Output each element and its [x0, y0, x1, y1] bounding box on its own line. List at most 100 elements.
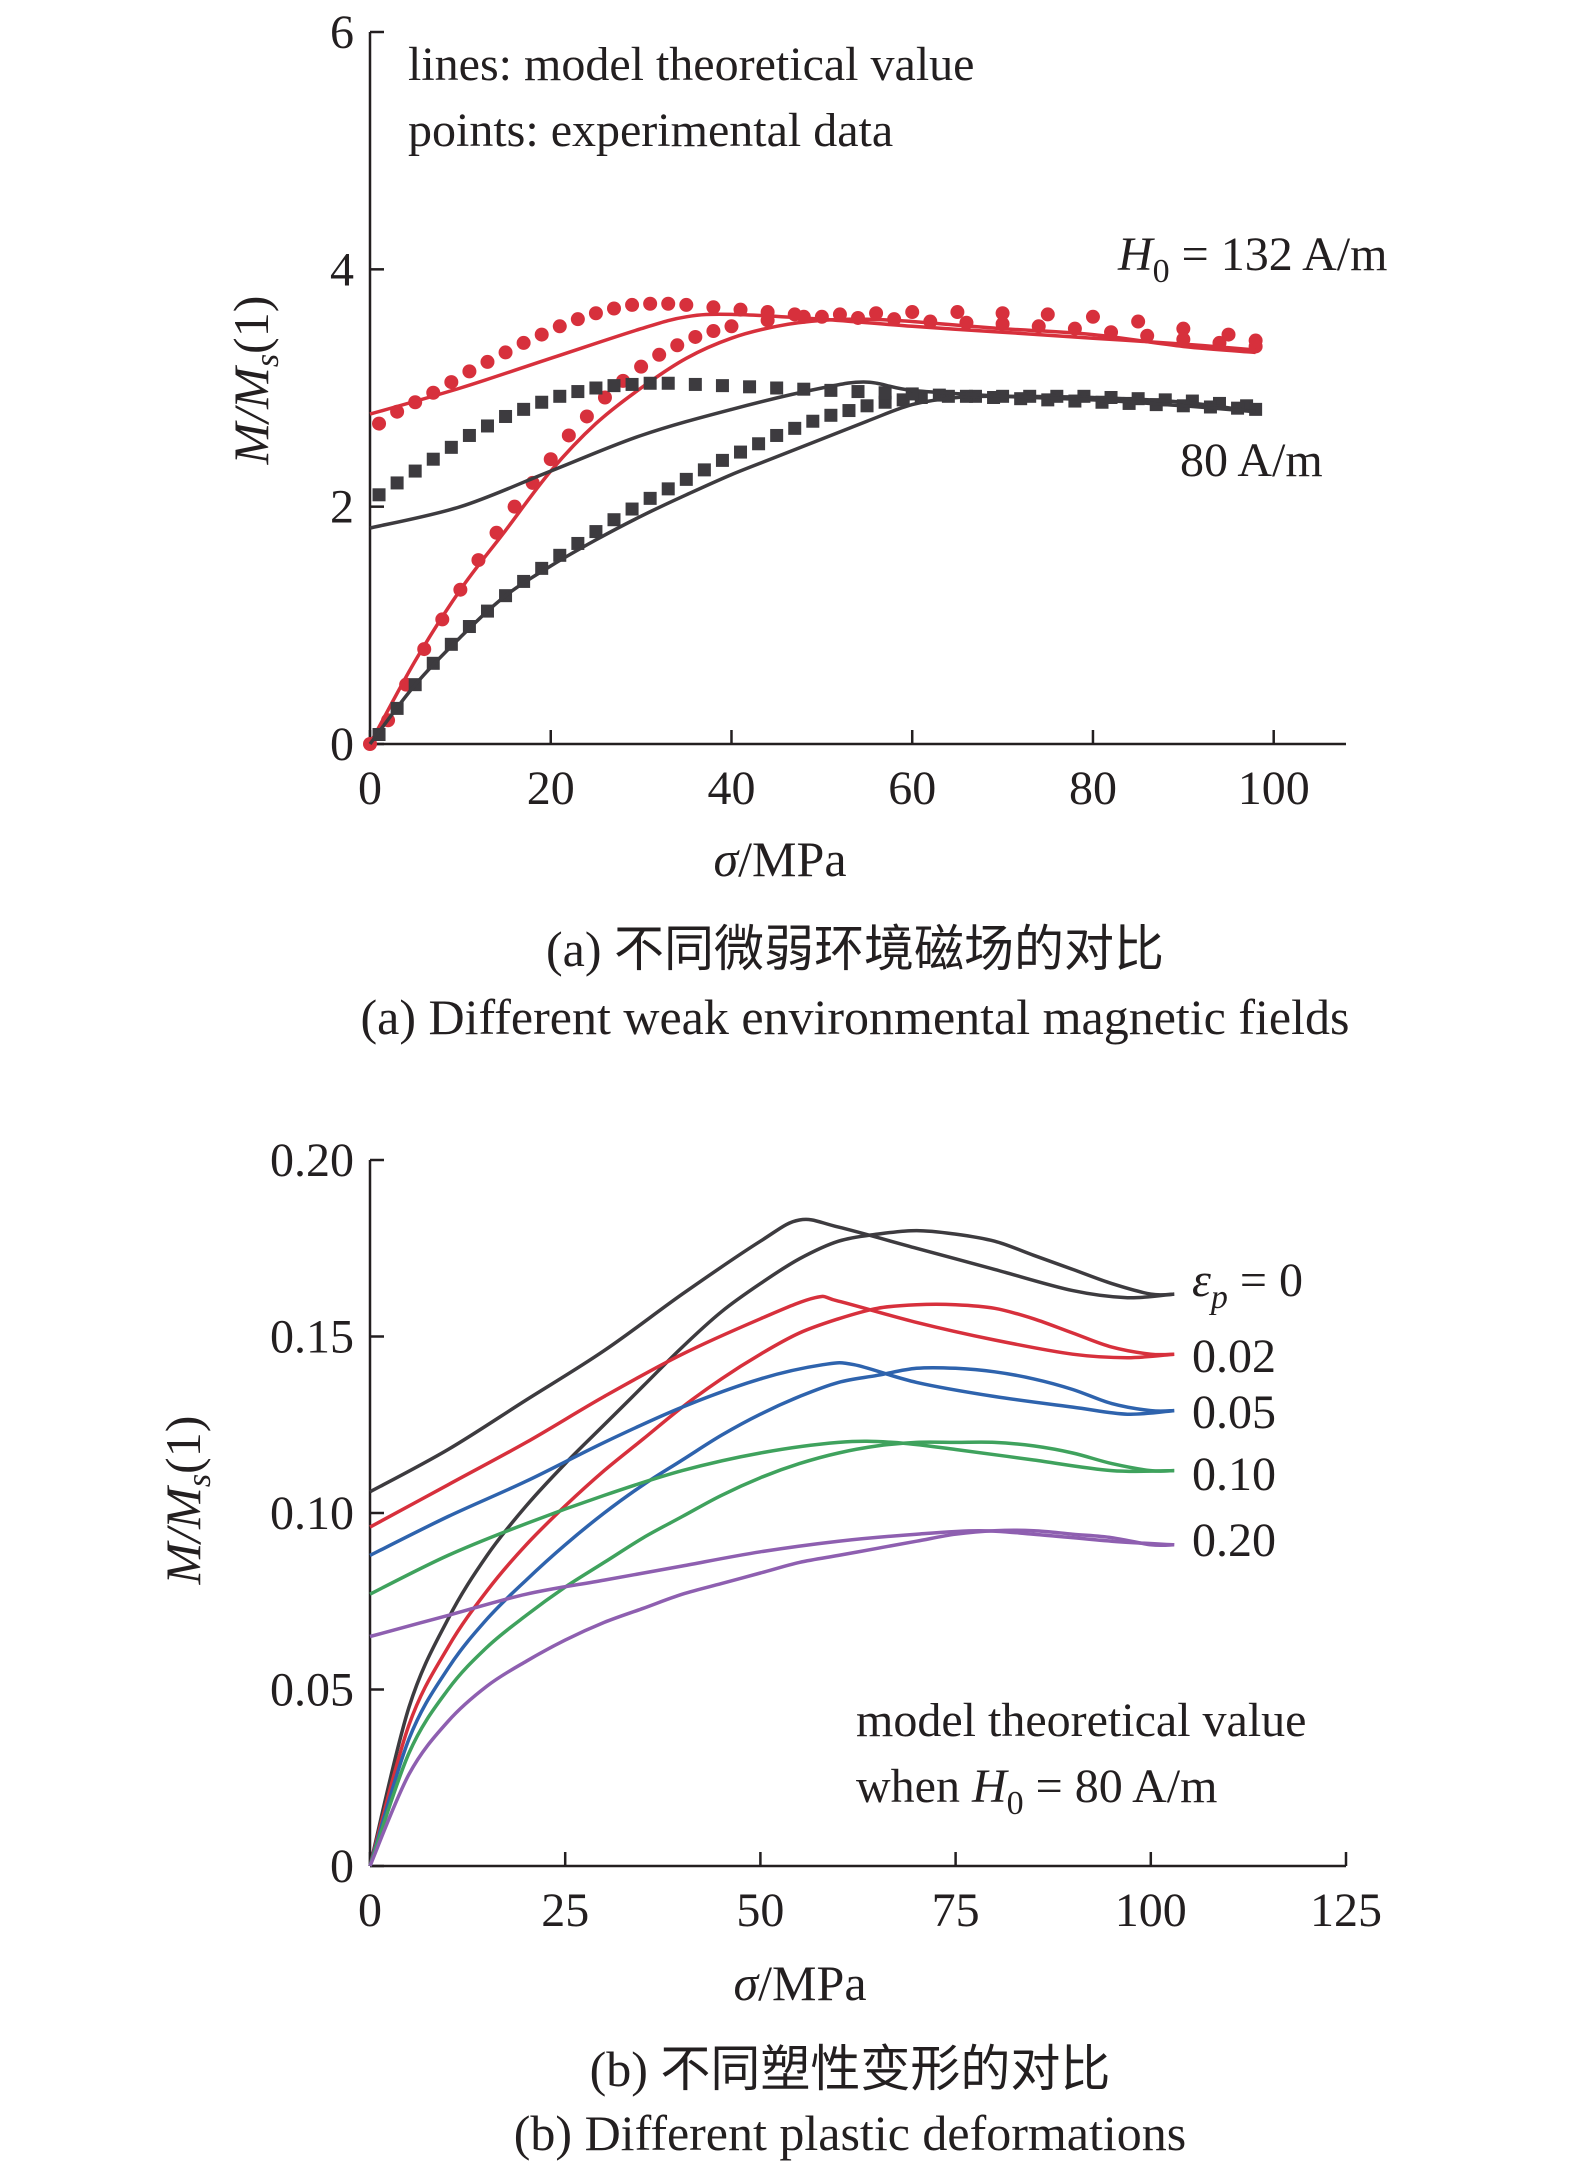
model-line-132-loading [368, 317, 1256, 745]
data-point [688, 377, 702, 391]
data-point [570, 312, 585, 327]
data-point [905, 305, 920, 320]
data-point [634, 359, 649, 374]
data-point [589, 525, 603, 539]
y-tick-label: 0.10 [270, 1487, 354, 1540]
data-point [679, 472, 693, 486]
data-point [462, 364, 477, 379]
data-point [390, 476, 404, 490]
label-80: 80 A/m [1180, 434, 1323, 487]
x-tick-label: 40 [707, 762, 755, 815]
data-point [734, 445, 748, 459]
data-point [625, 297, 640, 312]
data-point [607, 513, 621, 527]
data-point [579, 409, 594, 424]
data-point [851, 385, 865, 399]
label-eps-020: 0.20 [1192, 1514, 1276, 1567]
curve-eps-0.20-loading [368, 1528, 1175, 1867]
data-point [724, 319, 739, 334]
data-point [860, 399, 874, 413]
data-point [444, 440, 458, 454]
data-point [806, 414, 820, 428]
data-point [950, 305, 965, 320]
data-point [878, 386, 892, 400]
x-tick-label: 50 [736, 1884, 784, 1937]
caption-a-cn: (a) 不同微弱环境磁场的对比 [546, 921, 1164, 977]
data-point [679, 297, 694, 312]
data-point [625, 502, 639, 516]
curve-eps-0-unloading [369, 1217, 1175, 1494]
x-tick-label: 25 [541, 1884, 589, 1937]
x-tick-label: 75 [932, 1884, 980, 1937]
model-line-80-loading [368, 394, 1256, 746]
model-note-line2: when H0 = 80 A/m [856, 1760, 1217, 1822]
data-point [788, 421, 802, 435]
x-tick-label: 100 [1115, 1884, 1187, 1937]
curve-eps-0.05-loading [368, 1365, 1175, 1867]
data-point [589, 381, 603, 395]
curve-eps-0.02-loading [368, 1302, 1175, 1867]
data-point [697, 463, 711, 477]
data-point [480, 419, 494, 433]
data-point [543, 452, 558, 467]
data-point [607, 301, 621, 316]
data-point [535, 395, 549, 409]
data-point [516, 335, 531, 350]
data-point [770, 428, 784, 442]
x-tick-label: 80 [1069, 762, 1117, 815]
y-axis-title-b: M/Ms(1) [155, 1416, 218, 1586]
data-point [588, 306, 603, 321]
model-line-132-unloading [369, 312, 1256, 416]
data-point [1040, 307, 1055, 322]
x-tick-label: 20 [527, 762, 575, 815]
data-point [706, 300, 721, 315]
label-132: H0 = 132 A/m [1117, 228, 1387, 290]
data-point [752, 437, 766, 451]
data-point [661, 296, 676, 311]
data-point [652, 347, 667, 362]
curve-eps-0.10-unloading [369, 1439, 1175, 1596]
data-point [1221, 327, 1236, 342]
data-point [471, 553, 486, 568]
y-tick-label: 6 [330, 6, 354, 59]
data-point [643, 376, 657, 390]
y-axis-title-a: M/Ms(1) [223, 296, 286, 466]
data-point [507, 499, 522, 514]
curve-eps-0.20-unloading [369, 1528, 1175, 1639]
caption-a-en: (a) Different weak environmental magneti… [361, 989, 1350, 1045]
data-point [995, 306, 1010, 321]
label-eps-002: 0.02 [1192, 1330, 1276, 1383]
x-tick-label: 125 [1310, 1884, 1382, 1937]
markers-132 [363, 296, 1263, 751]
label-eps-010: 0.10 [1192, 1448, 1276, 1501]
data-point [670, 338, 685, 353]
data-point [552, 319, 567, 334]
plot-area-a [363, 296, 1263, 751]
data-point [571, 385, 585, 399]
y-tick-label: 0.05 [270, 1664, 354, 1717]
data-point [499, 409, 513, 423]
x-tick-label: 0 [358, 762, 382, 815]
legend-note-lines: lines: model theoretical value [408, 38, 974, 91]
axes-a: 0 20 40 60 80 100 0 2 4 6 [330, 6, 1346, 815]
plot-area-b [368, 1217, 1175, 1867]
data-point [480, 354, 495, 369]
markers-80 [372, 376, 1263, 742]
data-point [770, 381, 784, 395]
curve-eps-0-loading [368, 1228, 1175, 1867]
data-point [462, 428, 476, 442]
y-tick-label: 0 [330, 1840, 354, 1893]
data-point [715, 453, 729, 467]
data-point [715, 379, 729, 393]
y-tick-label: 2 [330, 481, 354, 534]
data-point [1140, 328, 1155, 343]
y-tick-label: 0 [330, 718, 354, 771]
data-point [661, 482, 675, 496]
data-point [842, 404, 856, 418]
data-point [561, 428, 576, 443]
caption-b-cn: (b) 不同塑性变形的对比 [590, 2041, 1111, 2097]
data-point [553, 389, 567, 403]
x-axis-title-a: σ/MPa [713, 831, 846, 887]
x-axis-title-b: σ/MPa [733, 1955, 866, 2011]
label-eps-005: 0.05 [1192, 1386, 1276, 1439]
